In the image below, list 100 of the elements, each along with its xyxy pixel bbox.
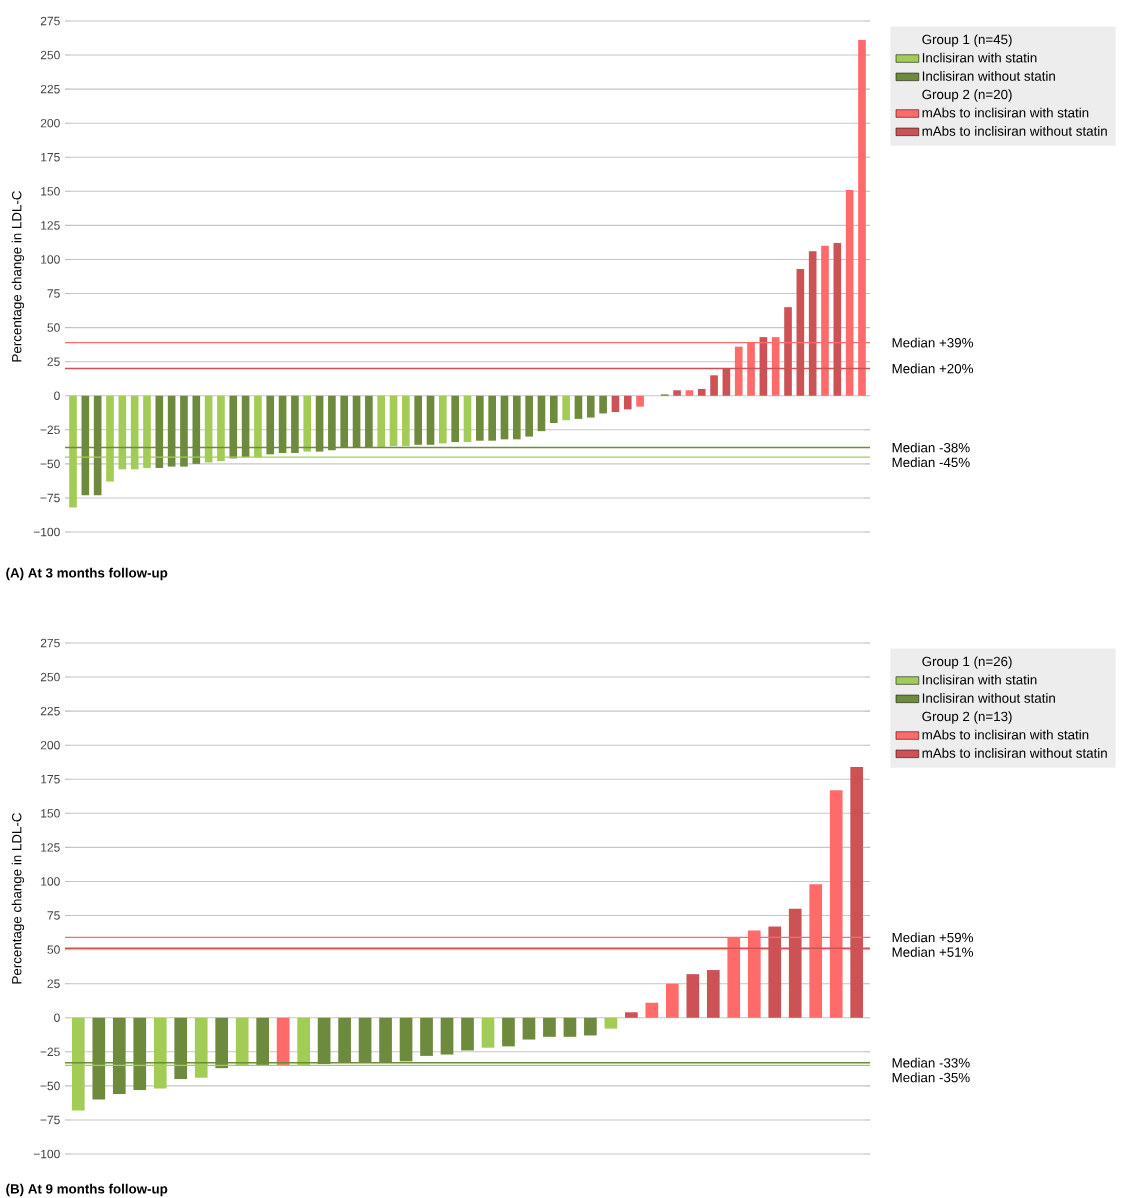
bar: [426, 395, 435, 445]
y-tick-label: 0: [54, 391, 60, 400]
bar: [645, 1002, 659, 1018]
bar: [525, 395, 533, 437]
y-tick-label: 0: [54, 1013, 60, 1022]
bar: [543, 1017, 556, 1037]
y-tick-label: 100: [41, 877, 60, 886]
y-tick-label: −100: [33, 1149, 60, 1159]
ref-line-label: Median +59%: [892, 932, 974, 943]
y-tick-label: 50: [47, 945, 60, 954]
legend-label: Inclisiran without statin: [922, 693, 1055, 703]
bar: [563, 1017, 577, 1037]
y-tick-label: 275: [40, 16, 60, 26]
ref-line-label: Median +51%: [892, 947, 974, 957]
bar: [562, 395, 570, 421]
bar: [476, 395, 484, 441]
bar: [440, 1017, 454, 1055]
y-tick-label: 75: [47, 289, 60, 298]
bar: [623, 395, 632, 410]
y-tick-label: 150: [41, 809, 60, 818]
bar: [636, 395, 644, 407]
y-tick-label: −50: [40, 1081, 60, 1091]
bar: [389, 395, 398, 447]
bar: [604, 1017, 618, 1029]
y-tick-label: 25: [47, 357, 60, 366]
legend-label: Inclisiran with statin: [922, 674, 1037, 685]
y-tick-label: 175: [41, 775, 60, 784]
bar: [584, 1017, 597, 1036]
bar: [586, 395, 595, 418]
bar: [500, 395, 509, 440]
y-tick-label: −25: [40, 425, 60, 435]
bar: [673, 390, 681, 396]
bar: [303, 395, 312, 452]
bar: [599, 395, 607, 414]
bar: [377, 395, 386, 448]
y-tick-label: 175: [41, 153, 60, 162]
bar: [451, 395, 459, 443]
text: Group 2 (n=20): [922, 89, 1012, 102]
legend-label: mAbs to inclisiran with statin: [922, 729, 1089, 740]
y-axis-title: Percentage change in LDL-C: [11, 813, 25, 984]
y-tick-label: 225: [40, 84, 60, 94]
y-tick-label: 125: [41, 221, 60, 230]
bar: [481, 1017, 495, 1048]
bar: [420, 1017, 433, 1056]
y-tick-label: −75: [40, 1115, 60, 1125]
text: (B) At 9 months follow-up: [6, 1183, 168, 1197]
legend-label: mAbs to inclisiran without statin: [922, 748, 1107, 758]
bar: [439, 395, 447, 444]
bar: [414, 395, 423, 445]
y-tick-label: 75: [47, 911, 60, 920]
bar: [706, 970, 720, 1018]
bar: [522, 1017, 536, 1040]
y-tick-label: 200: [40, 740, 60, 750]
bar: [625, 1012, 638, 1018]
y-tick-label: −25: [40, 1047, 60, 1057]
ref-line-label: Median +20%: [892, 363, 974, 374]
bar: [574, 395, 583, 419]
text: Group 2 (n=13): [922, 711, 1012, 724]
text: Group 1 (n=45): [922, 34, 1012, 47]
bar: [537, 395, 546, 432]
text: Group 1 (n=26): [922, 656, 1012, 669]
ref-line-label: Median -38%: [892, 442, 970, 453]
bar: [461, 1017, 474, 1051]
y-tick-label: 125: [41, 843, 60, 852]
y-tick-label: 225: [40, 706, 60, 716]
bar: [488, 395, 496, 441]
y-tick-label: −75: [40, 493, 60, 503]
text: (A) At 3 months follow-up: [6, 567, 168, 581]
y-tick-label: 250: [40, 50, 60, 60]
ref-line-label: Median +39%: [892, 337, 974, 348]
y-axis-title: Percentage change in LDL-C: [11, 191, 25, 362]
y-tick-label: 50: [47, 323, 60, 332]
bar: [686, 974, 700, 1018]
y-tick-label: 100: [41, 255, 60, 264]
y-tick-label: 275: [40, 638, 60, 648]
bar: [665, 983, 679, 1018]
ref-line-label: Median -35%: [892, 1072, 970, 1083]
legend-label: mAbs to inclisiran with statin: [922, 107, 1089, 118]
bar: [685, 390, 694, 396]
bar: [611, 395, 620, 413]
y-tick-label: −100: [33, 527, 60, 537]
ref-line-label: Median -45%: [892, 457, 970, 468]
bar: [276, 1017, 290, 1066]
bar: [402, 395, 410, 447]
bar: [549, 395, 558, 423]
y-tick-label: 25: [47, 979, 60, 988]
legend-label: Inclisiran with statin: [922, 52, 1037, 63]
bar: [734, 346, 743, 396]
legend-label: mAbs to inclisiran without statin: [922, 126, 1107, 136]
y-tick-label: 250: [40, 672, 60, 682]
bar: [710, 375, 718, 396]
legend-label: Inclisiran without statin: [922, 71, 1055, 81]
bar: [512, 395, 521, 440]
y-tick-label: 150: [41, 187, 60, 196]
bar: [502, 1017, 515, 1047]
bar: [463, 395, 472, 443]
y-tick-label: −50: [40, 459, 60, 469]
y-tick-label: 200: [40, 118, 60, 128]
bar: [697, 388, 706, 396]
ref-line-label: Median -33%: [892, 1057, 970, 1068]
